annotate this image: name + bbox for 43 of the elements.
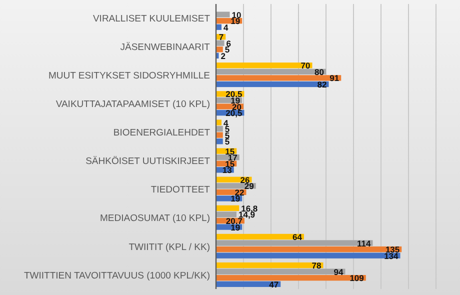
data-label: 64 [292, 232, 302, 242]
data-label: 7 [218, 32, 224, 42]
y-tick-label: TWIITIT (KPL / KK) [128, 242, 210, 253]
bar [216, 246, 402, 252]
bar [216, 75, 342, 81]
bar [216, 138, 223, 144]
y-tick-label: MEDIAOSUMAT (10 KPL) [100, 213, 210, 224]
data-label: 2 [220, 50, 226, 61]
bar [216, 212, 236, 218]
bar [216, 240, 373, 246]
y-tick-label: TWIITTIEN TAVOITTAVUUS (1000 KPL/KK) [24, 270, 210, 282]
data-label: 109 [350, 273, 364, 284]
bar [216, 120, 222, 126]
bar [216, 132, 223, 138]
data-label: 94 [334, 266, 344, 277]
bar [216, 262, 324, 268]
data-label: 80 [314, 66, 324, 77]
y-tick-label: BIOENERGIALEHDET [113, 128, 210, 139]
bar [216, 12, 230, 18]
bar [216, 40, 224, 46]
bar [216, 81, 329, 88]
y-tick-label: VAIKUTTAJATAPAAMISET (10 KPL) [56, 98, 210, 110]
bar [216, 62, 312, 68]
data-label: 78 [312, 260, 322, 271]
bar [216, 205, 240, 212]
data-label: 47 [269, 279, 279, 290]
bar [216, 46, 223, 52]
bar [216, 68, 326, 75]
data-label: 82 [317, 80, 328, 90]
y-tick-label: VIRALLISET KUULEMISET [92, 13, 210, 24]
bar [216, 126, 223, 132]
data-label: 70 [300, 60, 311, 71]
y-tick-label: SÄHKÖISET UUTISKIRJEET [86, 156, 210, 168]
y-tick-label: TIEDOTTEET [150, 184, 210, 196]
y-tick-label: JÄSENWEBINAARIT [120, 42, 210, 53]
bar [216, 268, 346, 274]
bar [216, 252, 400, 258]
data-label: 4 [224, 22, 228, 32]
y-tick-label: MUUT ESITYKSET SIDOSRYHMILLE [48, 70, 210, 82]
data-label: 114 [357, 238, 372, 248]
data-label: 91 [330, 73, 340, 84]
bar [216, 275, 366, 281]
data-label: 6 [226, 38, 232, 48]
